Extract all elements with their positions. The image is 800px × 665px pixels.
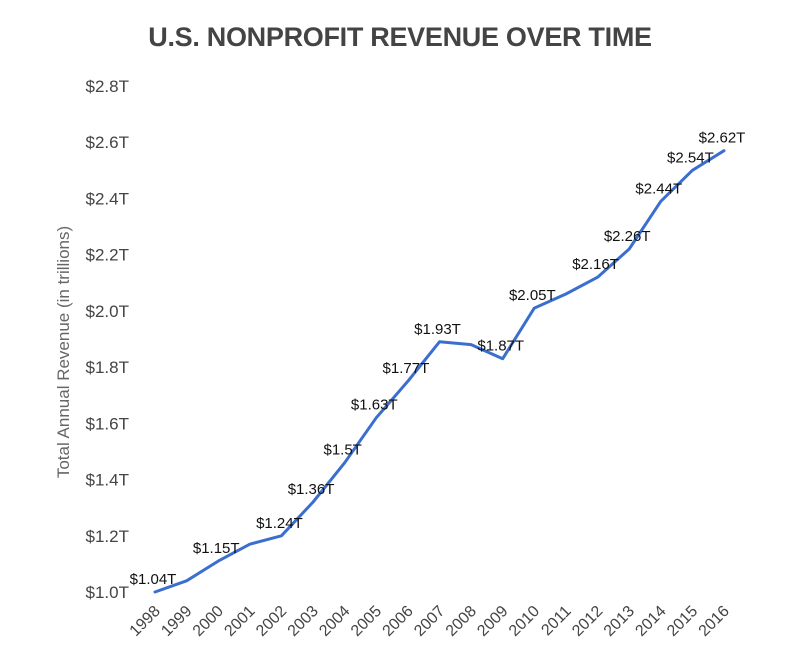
chart-title: U.S. NONPROFIT REVENUE OVER TIME bbox=[148, 22, 651, 52]
data-label: $1.93T bbox=[414, 321, 461, 338]
y-tick-label: $1.8T bbox=[86, 358, 129, 377]
y-tick-label: $2.4T bbox=[86, 189, 129, 208]
x-tick-label: 2000 bbox=[190, 603, 227, 640]
x-tick-label: 1999 bbox=[158, 603, 195, 640]
data-label: $1.36T bbox=[288, 481, 335, 498]
y-tick-label: $2.8T bbox=[86, 77, 129, 96]
data-label: $2.16T bbox=[572, 256, 619, 273]
data-label: $1.04T bbox=[130, 571, 177, 588]
series-group bbox=[153, 149, 726, 594]
x-tick-label: 2006 bbox=[380, 603, 417, 640]
y-tick-label: $2.0T bbox=[86, 302, 129, 321]
x-tick-label: 2010 bbox=[506, 603, 543, 640]
x-tick-label: 2007 bbox=[411, 603, 448, 640]
data-label: $1.63T bbox=[351, 397, 398, 414]
x-tick-label: 2011 bbox=[538, 603, 574, 639]
data-label: $1.87T bbox=[477, 338, 524, 355]
y-tick-label: $1.0T bbox=[86, 583, 129, 602]
x-tick-label: 2016 bbox=[696, 603, 733, 640]
x-tick-label: 1998 bbox=[127, 603, 164, 640]
x-tick-label: 2008 bbox=[443, 603, 480, 640]
data-label: $2.26T bbox=[604, 228, 651, 245]
y-axis-label: Total Annual Revenue (in trillions) bbox=[54, 226, 73, 478]
data-labels: $1.04T $1.15T $1.24T $1.36T $1.5T $1.63T $1.77… bbox=[130, 130, 746, 588]
x-tick-label: 2002 bbox=[253, 603, 290, 640]
x-tick-label: 2013 bbox=[601, 603, 638, 640]
data-label: $1.15T bbox=[193, 540, 240, 557]
data-label: $2.44T bbox=[635, 180, 682, 197]
x-tick-label: 2009 bbox=[474, 603, 511, 640]
data-label: $1.5T bbox=[323, 442, 361, 459]
data-label: $2.54T bbox=[667, 149, 714, 166]
x-tick-label: 2015 bbox=[664, 603, 701, 640]
y-tick-label: $2.6T bbox=[86, 133, 129, 152]
x-tick-label: 2005 bbox=[348, 603, 385, 640]
y-tick-label: $1.2T bbox=[86, 527, 129, 546]
x-tick-label: 2014 bbox=[632, 603, 669, 640]
y-tick-label: $1.6T bbox=[86, 414, 129, 433]
series-line bbox=[153, 149, 726, 594]
data-label: $1.24T bbox=[256, 515, 303, 532]
data-label: $1.77T bbox=[383, 360, 430, 377]
data-label: $2.05T bbox=[509, 287, 556, 304]
y-tick-label: $1.4T bbox=[86, 471, 129, 490]
x-tick-label: 2004 bbox=[316, 603, 353, 640]
x-tick-label: 2001 bbox=[221, 603, 258, 640]
x-tick-label: 2003 bbox=[285, 603, 322, 640]
x-tick-label: 2012 bbox=[569, 603, 606, 640]
y-tick-label: $2.2T bbox=[86, 246, 129, 265]
x-axis-ticks: 1998199920002001200220032004200520062007… bbox=[127, 603, 733, 640]
y-axis-ticks: $1.0T $1.2T $1.4T $1.6T $1.8T $2.0T $2.2T $2.4T… bbox=[86, 77, 129, 602]
data-label: $2.62T bbox=[699, 130, 746, 147]
